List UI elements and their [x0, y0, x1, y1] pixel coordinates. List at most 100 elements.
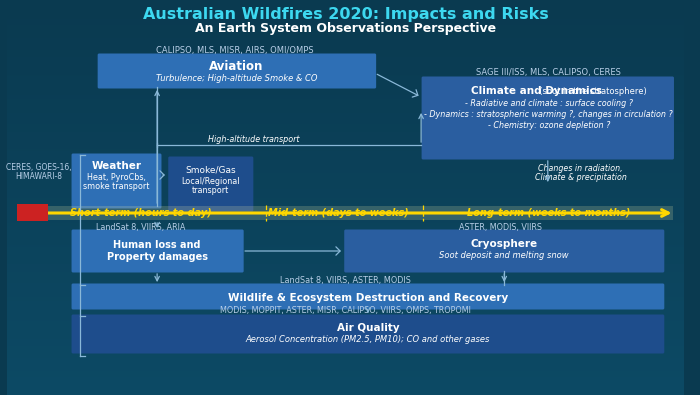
- Bar: [7, 244, 684, 245]
- Text: transport: transport: [192, 186, 229, 194]
- Bar: [7, 118, 684, 119]
- Bar: [7, 43, 684, 44]
- Bar: [7, 9, 684, 10]
- Bar: [7, 47, 684, 48]
- Text: ASTER, MODIS, VIIRS: ASTER, MODIS, VIIRS: [459, 222, 542, 231]
- Bar: [7, 213, 684, 214]
- Bar: [7, 142, 684, 143]
- Bar: [7, 332, 684, 333]
- Bar: [7, 131, 684, 132]
- Bar: [7, 8, 684, 9]
- Bar: [7, 300, 684, 301]
- Bar: [7, 72, 684, 73]
- Bar: [7, 305, 684, 306]
- Bar: [7, 362, 684, 363]
- Text: Fires: Fires: [20, 209, 44, 218]
- Bar: [7, 3, 684, 4]
- Bar: [7, 170, 684, 171]
- Bar: [7, 139, 684, 140]
- Bar: [7, 222, 684, 223]
- Text: Weather: Weather: [92, 161, 141, 171]
- Bar: [7, 337, 684, 338]
- Bar: [7, 246, 684, 247]
- Bar: [7, 82, 684, 83]
- Bar: [7, 30, 684, 31]
- Bar: [7, 27, 684, 28]
- Bar: [7, 96, 684, 97]
- Bar: [7, 227, 684, 228]
- Bar: [7, 350, 684, 351]
- Bar: [7, 140, 684, 141]
- Bar: [7, 216, 684, 217]
- Bar: [7, 7, 684, 8]
- Bar: [7, 347, 684, 348]
- Bar: [7, 11, 684, 12]
- Text: (soot in the stratosphere): (soot in the stratosphere): [471, 87, 647, 96]
- Bar: [7, 143, 684, 144]
- Bar: [7, 367, 684, 368]
- Bar: [7, 217, 684, 218]
- Bar: [7, 107, 684, 108]
- Bar: [7, 188, 684, 189]
- Bar: [7, 111, 684, 112]
- Bar: [7, 62, 684, 63]
- Bar: [7, 14, 684, 15]
- Text: An Earth System Observations Perspective: An Earth System Observations Perspective: [195, 21, 496, 34]
- Bar: [7, 38, 684, 39]
- Bar: [7, 70, 684, 71]
- Bar: [7, 147, 684, 148]
- Bar: [7, 88, 684, 89]
- Bar: [7, 282, 684, 283]
- Bar: [7, 318, 684, 319]
- Bar: [7, 99, 684, 100]
- Bar: [7, 313, 684, 314]
- Bar: [7, 133, 684, 134]
- Bar: [7, 247, 684, 248]
- Bar: [7, 385, 684, 386]
- Bar: [7, 271, 684, 272]
- Bar: [7, 372, 684, 373]
- Bar: [7, 130, 684, 131]
- Bar: [7, 354, 684, 355]
- Bar: [7, 260, 684, 261]
- Text: Turbulence; High-altitude Smoke & CO: Turbulence; High-altitude Smoke & CO: [155, 73, 317, 83]
- Bar: [7, 228, 684, 229]
- Bar: [7, 84, 684, 85]
- Bar: [7, 185, 684, 186]
- Bar: [7, 28, 684, 29]
- FancyBboxPatch shape: [344, 229, 664, 273]
- Bar: [7, 383, 684, 384]
- Bar: [7, 322, 684, 323]
- Text: LandSat 8, VIIRS, ASTER, MODIS: LandSat 8, VIIRS, ASTER, MODIS: [280, 275, 411, 284]
- Text: Smoke/Gas: Smoke/Gas: [185, 166, 236, 175]
- Bar: [7, 168, 684, 169]
- Text: Aerosol Concentration (PM2.5, PM10); CO and other gases: Aerosol Concentration (PM2.5, PM10); CO …: [246, 335, 490, 344]
- Text: Human loss and: Human loss and: [113, 240, 201, 250]
- Bar: [7, 59, 684, 60]
- Bar: [7, 327, 684, 328]
- Text: Aviation: Aviation: [209, 60, 264, 73]
- Bar: [7, 321, 684, 322]
- Bar: [7, 291, 684, 292]
- Bar: [7, 295, 684, 296]
- Bar: [7, 123, 684, 124]
- Bar: [7, 343, 684, 344]
- Text: High-altitude transport: High-altitude transport: [208, 135, 300, 143]
- Bar: [7, 58, 684, 59]
- Bar: [7, 134, 684, 135]
- Bar: [7, 369, 684, 370]
- Bar: [7, 249, 684, 250]
- Text: Air Quality: Air Quality: [337, 323, 399, 333]
- Bar: [7, 387, 684, 388]
- Bar: [7, 191, 684, 192]
- Bar: [7, 393, 684, 394]
- Bar: [7, 214, 684, 215]
- Bar: [7, 46, 684, 47]
- Bar: [7, 351, 684, 352]
- FancyBboxPatch shape: [421, 77, 674, 160]
- Bar: [7, 0, 684, 1]
- Text: Climate and Dynamics: Climate and Dynamics: [471, 86, 603, 96]
- Bar: [7, 212, 684, 213]
- Bar: [7, 303, 684, 304]
- Bar: [7, 115, 684, 116]
